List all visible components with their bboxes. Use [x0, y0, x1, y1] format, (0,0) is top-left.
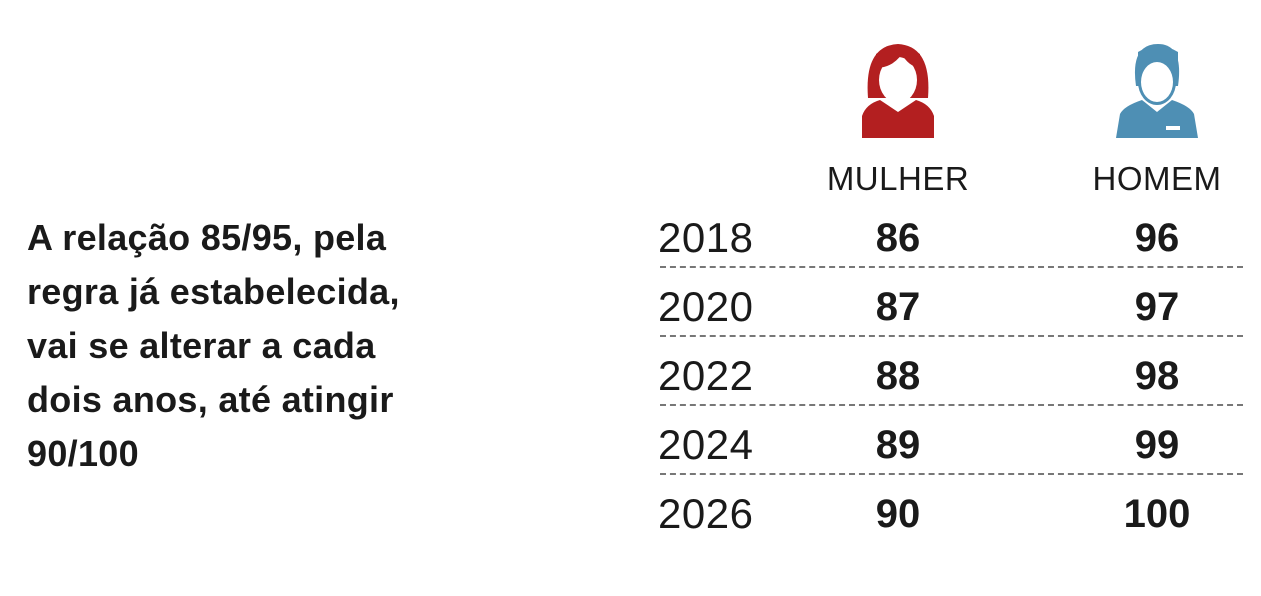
- mulher-value: 88: [875, 354, 921, 398]
- year-label: 2020: [658, 283, 754, 330]
- year-label: 2022: [658, 352, 754, 399]
- homem-value: 96: [1134, 216, 1180, 260]
- mulher-value: 86: [875, 216, 921, 260]
- row-divider: [660, 266, 1243, 268]
- description-line: 90/100: [27, 433, 139, 474]
- man-icon: [1116, 44, 1198, 138]
- description-line: dois anos, até atingir: [27, 379, 394, 420]
- mulher-value: 89: [875, 423, 921, 467]
- table-row: 2022 88 98: [658, 352, 1243, 421]
- row-divider: [660, 404, 1243, 406]
- woman-icon: [862, 44, 934, 138]
- mulher-value: 87: [875, 285, 921, 329]
- table-row: 2024 89 99: [658, 421, 1243, 490]
- year-label: 2024: [658, 421, 754, 468]
- homem-value: 99: [1134, 423, 1180, 467]
- homem-value: 98: [1134, 354, 1180, 398]
- description-text: A relação 85/95, pela regra já estabelec…: [27, 211, 497, 481]
- table-row: 2020 87 97: [658, 283, 1243, 352]
- description-line: vai se alterar a cada: [27, 325, 376, 366]
- description-line: A relação 85/95, pela: [27, 217, 387, 258]
- year-label: 2018: [658, 214, 754, 261]
- table-row: 2018 86 96: [658, 214, 1243, 283]
- homem-value: 97: [1134, 285, 1180, 329]
- row-divider: [660, 473, 1243, 475]
- year-label: 2026: [658, 490, 754, 537]
- row-divider: [660, 335, 1243, 337]
- table-row: 2026 90 100: [658, 490, 1243, 559]
- mulher-value: 90: [875, 492, 921, 536]
- column-header-homem: HOMEM: [1092, 160, 1222, 197]
- description-line: regra já estabelecida,: [27, 271, 400, 312]
- column-header-mulher: MULHER: [826, 160, 970, 197]
- homem-value: 100: [1123, 492, 1191, 536]
